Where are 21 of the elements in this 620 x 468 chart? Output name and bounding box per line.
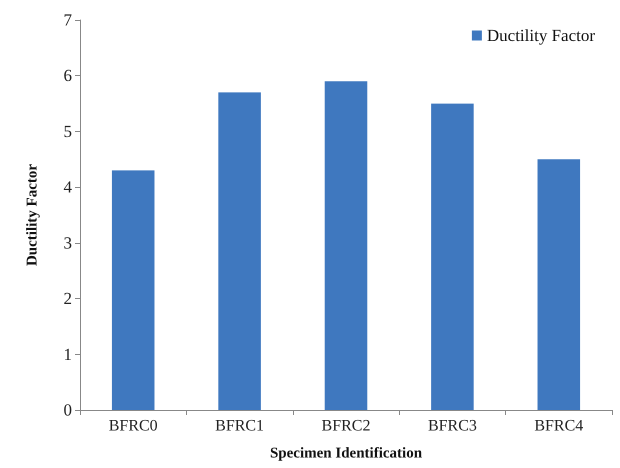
x-tick-label: BFRC0 (108, 418, 158, 434)
bar (538, 159, 580, 410)
legend-label: Ductility Factor (486, 26, 596, 45)
y-tick-label: 3 (64, 233, 72, 252)
x-axis-title: Specimen Identification (270, 446, 423, 462)
y-axis-title: Ductility Factor (24, 164, 40, 266)
y-tick-label: 6 (64, 66, 72, 86)
y-tick-label: 7 (64, 10, 72, 30)
bar (112, 170, 154, 410)
y-tick-label: 2 (64, 289, 72, 308)
y-tick-label: 0 (64, 400, 72, 420)
y-tick-label: 4 (64, 178, 72, 197)
bar (324, 81, 368, 410)
bar (218, 92, 261, 410)
x-tick-label: BFRC1 (215, 418, 264, 434)
y-tick-label: 1 (64, 344, 72, 364)
x-tick-label: BFRC3 (428, 418, 477, 434)
y-tick-label: 5 (64, 122, 72, 141)
x-tick-label: BFRC4 (534, 418, 584, 434)
x-tick-label: BFRC2 (322, 418, 370, 434)
bar (431, 104, 474, 410)
